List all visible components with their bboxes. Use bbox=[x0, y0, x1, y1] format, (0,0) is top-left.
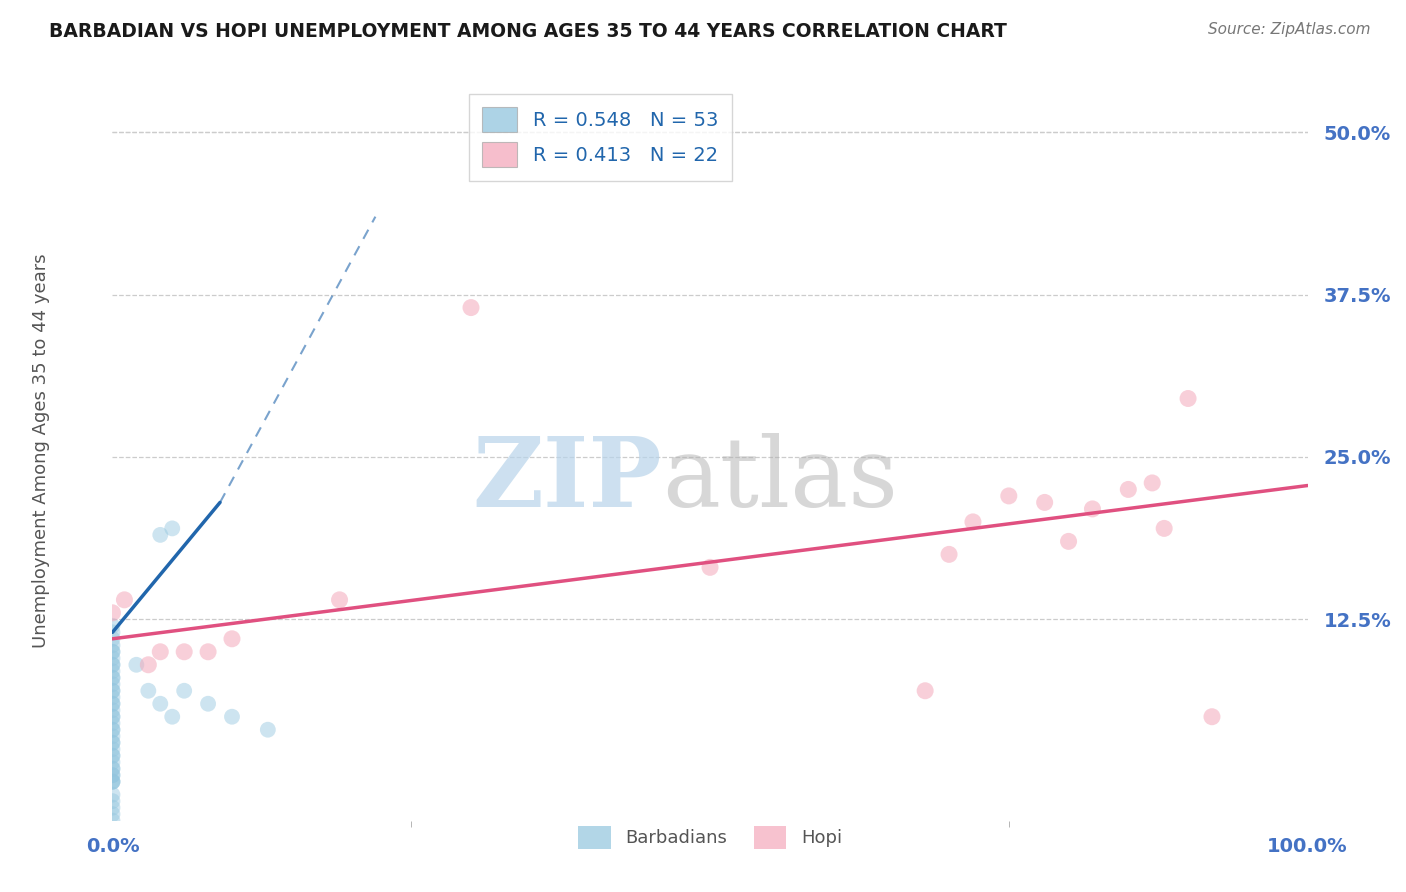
Barbadians bbox=[101, 657, 124, 672]
Barbadians bbox=[101, 723, 124, 737]
Barbadians bbox=[101, 762, 124, 776]
Hopi bbox=[221, 632, 243, 646]
Barbadians bbox=[101, 697, 124, 711]
Barbadians bbox=[162, 521, 183, 535]
Barbadians bbox=[101, 736, 124, 750]
Barbadians bbox=[101, 774, 124, 789]
Barbadians bbox=[101, 762, 124, 776]
Barbadians bbox=[101, 651, 124, 665]
Barbadians bbox=[101, 657, 124, 672]
Barbadians bbox=[101, 619, 124, 633]
Hopi bbox=[197, 645, 219, 659]
Barbadians bbox=[101, 768, 124, 782]
Barbadians bbox=[101, 788, 124, 802]
Barbadians bbox=[101, 710, 124, 724]
Hopi bbox=[1177, 392, 1199, 406]
Hopi bbox=[101, 606, 124, 620]
Barbadians bbox=[101, 638, 124, 652]
Hopi bbox=[1057, 534, 1080, 549]
Hopi bbox=[173, 645, 195, 659]
Hopi bbox=[1118, 483, 1140, 497]
Text: atlas: atlas bbox=[662, 434, 898, 527]
Hopi bbox=[138, 657, 160, 672]
Barbadians bbox=[257, 723, 280, 737]
Barbadians bbox=[138, 683, 160, 698]
Barbadians bbox=[149, 697, 172, 711]
Barbadians bbox=[101, 742, 124, 756]
Barbadians bbox=[101, 768, 124, 782]
Barbadians bbox=[101, 645, 124, 659]
Barbadians bbox=[125, 657, 148, 672]
Hopi bbox=[699, 560, 721, 574]
Barbadians bbox=[101, 814, 124, 828]
Hopi bbox=[114, 592, 135, 607]
Barbadians bbox=[101, 748, 124, 763]
Hopi bbox=[1033, 495, 1056, 509]
Hopi bbox=[460, 301, 482, 315]
Text: BARBADIAN VS HOPI UNEMPLOYMENT AMONG AGES 35 TO 44 YEARS CORRELATION CHART: BARBADIAN VS HOPI UNEMPLOYMENT AMONG AGE… bbox=[49, 22, 1007, 41]
Barbadians bbox=[101, 807, 124, 822]
Hopi bbox=[914, 683, 936, 698]
Hopi bbox=[1153, 521, 1175, 535]
Text: Source: ZipAtlas.com: Source: ZipAtlas.com bbox=[1208, 22, 1371, 37]
Text: ZIP: ZIP bbox=[472, 434, 662, 527]
Barbadians bbox=[101, 697, 124, 711]
Legend: Barbadians, Hopi: Barbadians, Hopi bbox=[571, 818, 849, 856]
Barbadians bbox=[101, 716, 124, 731]
Barbadians bbox=[197, 697, 219, 711]
Barbadians bbox=[101, 703, 124, 717]
Barbadians bbox=[101, 710, 124, 724]
Hopi bbox=[962, 515, 984, 529]
Barbadians bbox=[101, 723, 124, 737]
Barbadians bbox=[149, 528, 172, 542]
Hopi bbox=[1081, 502, 1104, 516]
Hopi bbox=[329, 592, 352, 607]
Barbadians bbox=[173, 683, 195, 698]
Hopi bbox=[149, 645, 172, 659]
Hopi bbox=[1142, 475, 1164, 490]
Barbadians bbox=[101, 729, 124, 743]
Barbadians bbox=[101, 794, 124, 808]
Barbadians bbox=[101, 677, 124, 691]
Barbadians bbox=[101, 645, 124, 659]
Barbadians bbox=[221, 710, 243, 724]
Barbadians bbox=[101, 755, 124, 769]
Barbadians bbox=[101, 665, 124, 679]
Barbadians bbox=[101, 683, 124, 698]
Barbadians bbox=[162, 710, 183, 724]
Barbadians bbox=[101, 736, 124, 750]
Barbadians bbox=[101, 800, 124, 814]
Y-axis label: Unemployment Among Ages 35 to 44 years: Unemployment Among Ages 35 to 44 years bbox=[32, 253, 51, 648]
Hopi bbox=[1201, 710, 1223, 724]
Barbadians bbox=[101, 748, 124, 763]
Barbadians bbox=[101, 690, 124, 705]
Hopi bbox=[998, 489, 1021, 503]
Barbadians bbox=[101, 671, 124, 685]
Barbadians bbox=[101, 632, 124, 646]
Barbadians bbox=[101, 774, 124, 789]
Barbadians bbox=[101, 774, 124, 789]
Barbadians bbox=[101, 671, 124, 685]
Barbadians bbox=[101, 683, 124, 698]
Barbadians bbox=[101, 625, 124, 640]
Hopi bbox=[938, 547, 960, 561]
